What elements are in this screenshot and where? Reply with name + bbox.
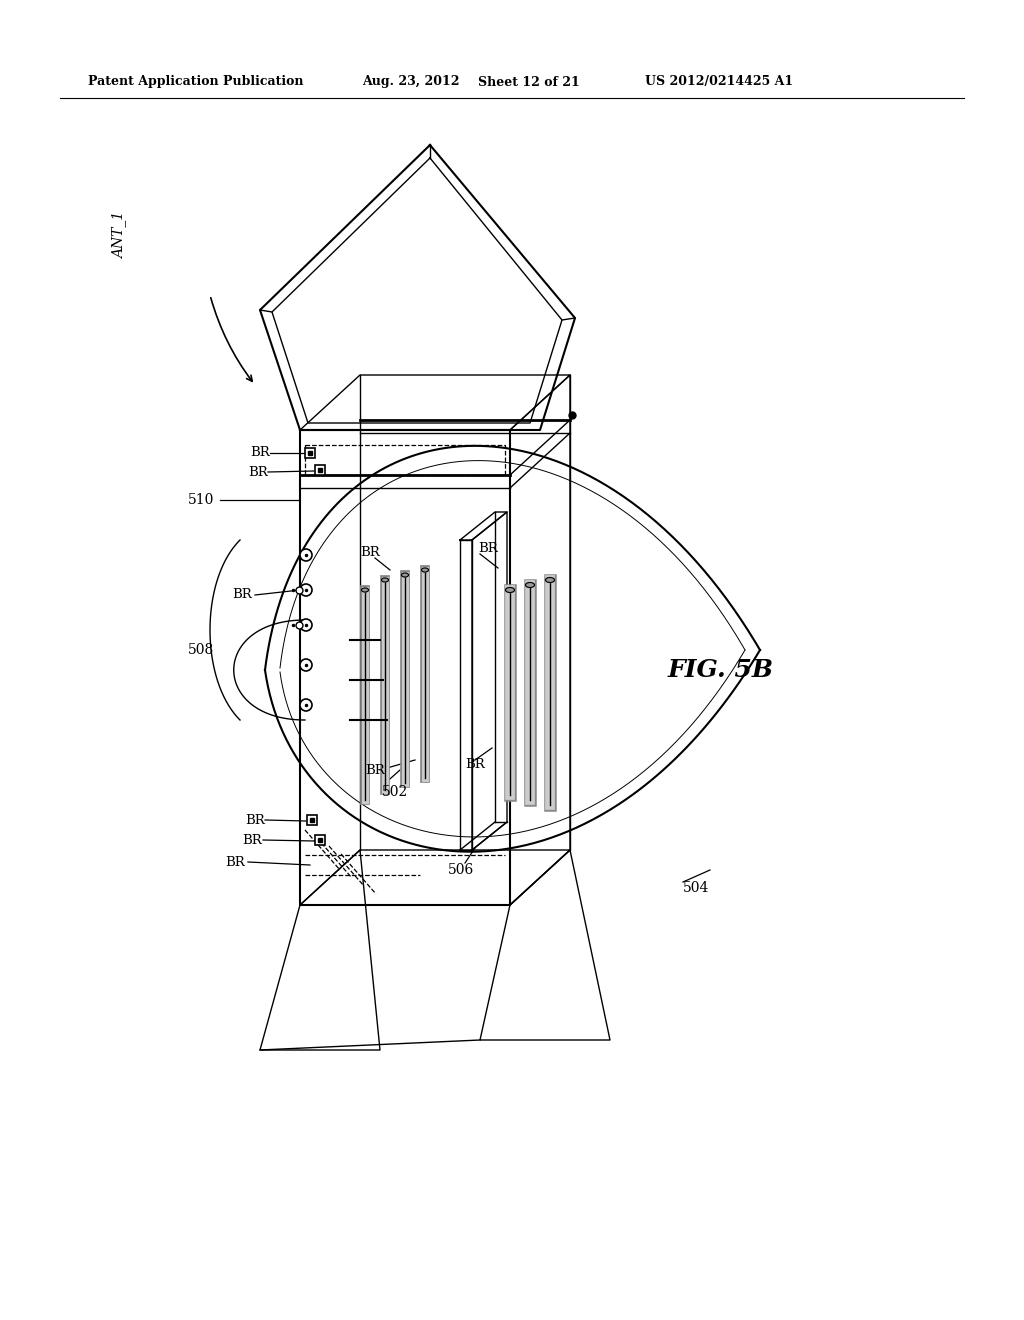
Text: BR: BR — [360, 546, 380, 560]
Text: Patent Application Publication: Patent Application Publication — [88, 75, 303, 88]
Circle shape — [300, 549, 312, 561]
Ellipse shape — [401, 573, 409, 577]
Text: 508: 508 — [188, 643, 214, 657]
Ellipse shape — [546, 578, 555, 582]
Circle shape — [300, 583, 312, 597]
Text: BR: BR — [365, 763, 385, 776]
Text: BR: BR — [225, 855, 245, 869]
Text: FIG. 5B: FIG. 5B — [668, 657, 774, 682]
Text: 510: 510 — [188, 492, 214, 507]
Text: 504: 504 — [683, 880, 710, 895]
Ellipse shape — [361, 587, 369, 591]
Bar — [315, 836, 325, 845]
Bar — [305, 447, 315, 458]
Ellipse shape — [382, 578, 388, 582]
Bar — [315, 465, 325, 475]
Ellipse shape — [422, 568, 428, 572]
Circle shape — [300, 700, 312, 711]
Text: BR: BR — [478, 541, 498, 554]
Text: BR: BR — [465, 759, 484, 771]
Text: Aug. 23, 2012: Aug. 23, 2012 — [362, 75, 460, 88]
Text: BR: BR — [250, 446, 269, 459]
Text: US 2012/0214425 A1: US 2012/0214425 A1 — [645, 75, 794, 88]
Text: BR: BR — [248, 466, 267, 479]
Text: BR: BR — [242, 833, 262, 846]
Ellipse shape — [506, 587, 514, 593]
Text: ANT_1: ANT_1 — [112, 211, 127, 259]
Text: 502: 502 — [382, 785, 409, 799]
Bar — [307, 814, 317, 825]
Circle shape — [300, 619, 312, 631]
Circle shape — [300, 659, 312, 671]
Text: BR: BR — [245, 813, 265, 826]
Text: BR: BR — [232, 589, 252, 602]
Ellipse shape — [525, 582, 535, 587]
Text: 506: 506 — [449, 863, 474, 876]
Text: Sheet 12 of 21: Sheet 12 of 21 — [478, 75, 580, 88]
